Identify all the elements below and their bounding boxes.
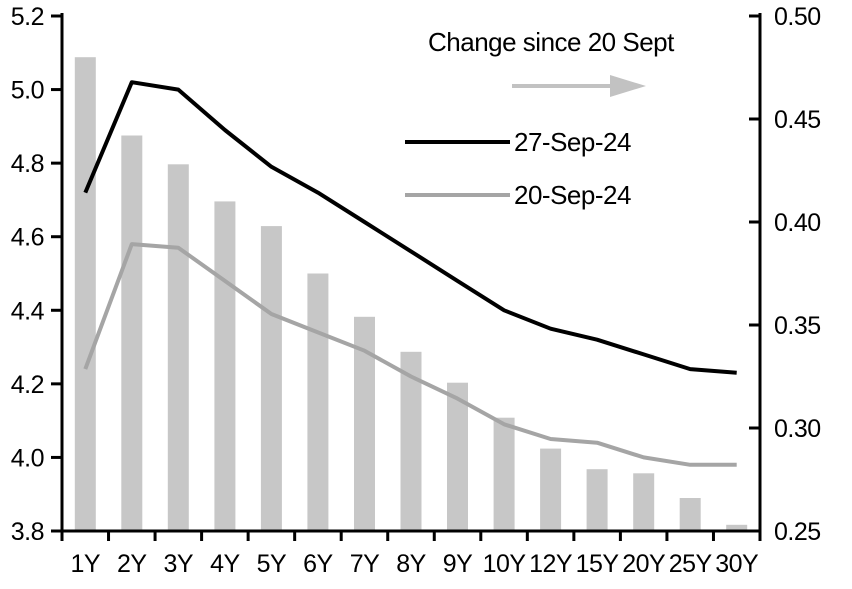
bar-2Y: [121, 135, 143, 531]
x-axis-label-15Y: 15Y: [576, 550, 620, 578]
left-axis-tick-label: 5.0: [11, 77, 44, 105]
bar-9Y: [447, 382, 468, 531]
x-axis-label-10Y: 10Y: [483, 550, 527, 578]
x-axis-label-2Y: 2Y: [117, 550, 147, 578]
bar-4Y: [214, 201, 236, 531]
x-axis-label-12Y: 12Y: [529, 550, 573, 578]
bar-30Y: [726, 524, 748, 531]
x-axis-label-5Y: 5Y: [257, 550, 287, 578]
bar-1Y: [74, 57, 96, 531]
x-axis-label-4Y: 4Y: [210, 550, 240, 578]
left-axis-tick-label: 4.2: [11, 371, 44, 399]
x-axis-label-1Y: 1Y: [71, 550, 101, 578]
right-axis-tick-label: 0.50: [774, 3, 821, 31]
x-axis-label-9Y: 9Y: [443, 550, 473, 578]
left-axis-tick-label: 3.8: [11, 518, 44, 546]
bar-6Y: [307, 273, 329, 531]
axis-frame: [60, 13, 762, 533]
left-axis-tick-label: 4.6: [11, 224, 44, 252]
x-axis-label-25Y: 25Y: [669, 550, 713, 578]
x-axis-label-3Y: 3Y: [164, 550, 194, 578]
bar-7Y: [354, 316, 375, 531]
right-axis-tick-label: 0.25: [774, 518, 821, 546]
series-line-27-Sep-24: [83, 80, 737, 375]
x-axis-label-6Y: 6Y: [303, 550, 333, 578]
left-axis-tick-label: 4.4: [11, 297, 45, 325]
bar-12Y: [540, 448, 562, 531]
left-axis-tick-label: 4.0: [11, 444, 44, 472]
bar-20Y: [633, 473, 655, 531]
bar-10Y: [493, 417, 515, 531]
x-axis-label-7Y: 7Y: [350, 550, 380, 578]
x-axis-label-20Y: 20Y: [622, 550, 666, 578]
x-axis-label-8Y: 8Y: [396, 550, 426, 578]
bar-5Y: [260, 226, 282, 531]
right-axis-tick-label: 0.30: [774, 415, 821, 443]
left-axis-tick-label: 4.8: [11, 150, 44, 178]
bar-15Y: [586, 469, 608, 531]
left-axis-tick-label: 5.2: [11, 3, 44, 31]
bar-25Y: [679, 498, 701, 531]
right-axis-tick-label: 0.45: [774, 106, 821, 134]
bar-8Y: [400, 351, 422, 531]
bar-3Y: [167, 164, 189, 532]
right-axis-tick-label: 0.35: [774, 312, 821, 340]
right-axis-tick-label: 0.40: [774, 209, 821, 237]
series-line-20-Sep-24: [83, 242, 737, 467]
x-axis-label-30Y: 30Y: [715, 550, 759, 578]
